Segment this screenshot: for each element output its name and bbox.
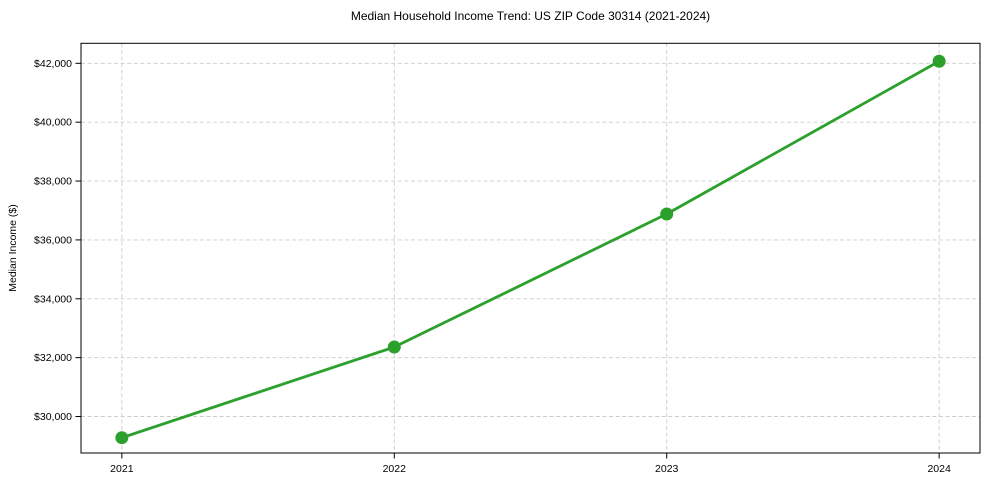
data-point-marker — [932, 54, 946, 68]
x-tick-label: 2024 — [927, 463, 951, 475]
data-point-marker — [660, 207, 674, 221]
chart-title: Median Household Income Trend: US ZIP Co… — [350, 9, 711, 23]
y-tick-label: $34,000 — [34, 293, 72, 305]
x-tick-label: 2023 — [655, 463, 679, 475]
data-point-marker — [387, 340, 401, 354]
y-tick-label: $42,000 — [34, 58, 72, 70]
y-tick-label: $36,000 — [34, 234, 72, 246]
plot-border — [80, 42, 981, 454]
trend-line — [120, 59, 941, 440]
y-tick-label: $32,000 — [34, 352, 72, 364]
data-point-marker — [115, 431, 129, 445]
y-tick-label: $40,000 — [34, 117, 72, 129]
x-tick-label: 2021 — [110, 463, 134, 475]
x-tick-label: 2022 — [383, 463, 407, 475]
y-tick-label: $38,000 — [34, 176, 72, 188]
y-tick-label: $30,000 — [34, 411, 72, 423]
